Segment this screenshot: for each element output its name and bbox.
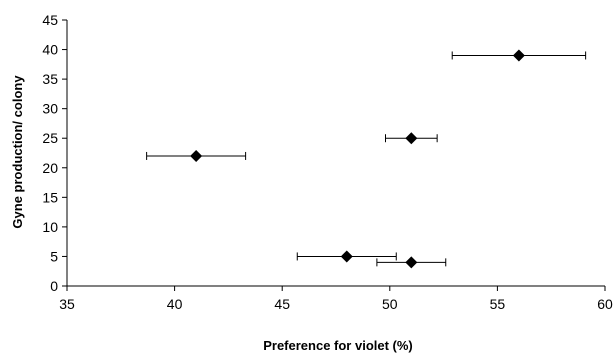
x-tick-label: 35 — [59, 296, 75, 312]
data-points — [190, 49, 525, 269]
y-tick-label: 20 — [42, 160, 58, 176]
x-tick-label: 45 — [274, 296, 290, 312]
error-bars — [146, 51, 587, 267]
x-tick-label: 60 — [597, 296, 613, 312]
tick-labels: 0 5 10 15 20 25 30 35 40 45 35 40 45 50 55 60 — [42, 12, 613, 312]
y-tick-label: 25 — [42, 130, 58, 146]
axes — [62, 19, 606, 291]
x-tick-label: 55 — [490, 296, 506, 312]
data-point-diamond — [405, 132, 418, 145]
y-tick-label: 5 — [50, 248, 58, 264]
y-tick-label: 35 — [42, 71, 58, 87]
y-axis-title: Gyne production/ colony — [10, 75, 25, 229]
y-tick-label: 0 — [50, 278, 58, 294]
y-tick-label: 45 — [42, 12, 58, 28]
data-point-diamond — [512, 49, 525, 62]
data-point-diamond — [405, 256, 418, 269]
x-tick-label: 40 — [167, 296, 183, 312]
y-tick-label: 40 — [42, 42, 58, 58]
x-tick-label: 50 — [382, 296, 398, 312]
y-tick-label: 30 — [42, 101, 58, 117]
y-tick-label: 10 — [42, 219, 58, 235]
y-tick-label: 15 — [42, 189, 58, 205]
data-point-diamond — [340, 250, 353, 263]
data-point-diamond — [190, 149, 203, 162]
x-axis-title: Preference for violet (%) — [263, 338, 413, 353]
